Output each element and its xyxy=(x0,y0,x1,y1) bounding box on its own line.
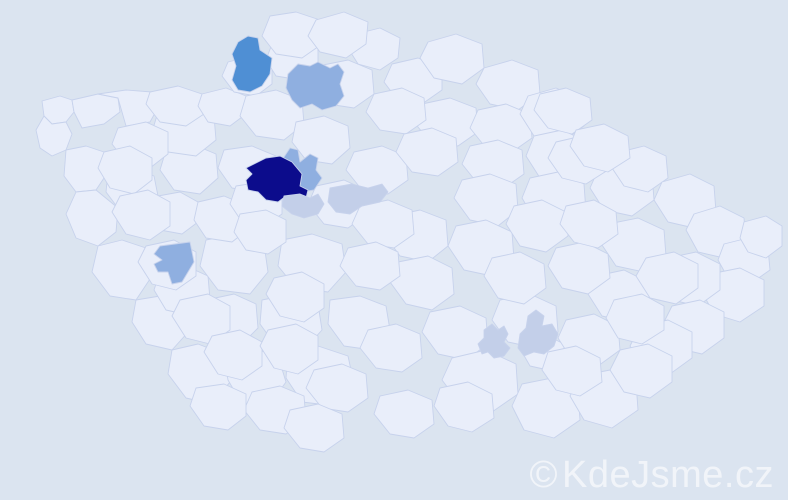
district-domazlice[interactable] xyxy=(65,189,119,247)
district-edge-ne[interactable] xyxy=(533,87,593,135)
district-filler-central2[interactable] xyxy=(395,127,459,177)
district-filler-se3[interactable] xyxy=(305,363,369,413)
district-praha-zapad-highlight[interactable] xyxy=(245,155,309,203)
district-chrudim[interactable] xyxy=(453,173,519,227)
default-districts-layer xyxy=(35,11,783,453)
district-filler-central[interactable] xyxy=(345,145,409,195)
copyright-icon: © xyxy=(529,454,559,496)
district-blansko-highlight[interactable] xyxy=(517,309,559,357)
district-edge-south2[interactable] xyxy=(433,381,495,433)
district-filler-se2[interactable] xyxy=(359,323,423,373)
district-vyskov-highlight[interactable] xyxy=(477,323,511,359)
district-mlada-boleslav-highlight[interactable] xyxy=(285,61,345,111)
district-edge-south3[interactable] xyxy=(283,403,345,453)
watermark: © KdeJsme.cz xyxy=(530,456,774,494)
district-filler-north2[interactable] xyxy=(365,87,427,135)
district-klatovy[interactable] xyxy=(91,239,153,301)
district-karvina[interactable] xyxy=(739,215,783,259)
district-hradec-kralove[interactable] xyxy=(469,103,533,153)
district-edge-moravia-n[interactable] xyxy=(569,123,631,173)
district-filler-sc2[interactable] xyxy=(265,271,325,323)
district-filler-sc[interactable] xyxy=(259,323,319,375)
district-filler-prague-ring2[interactable] xyxy=(233,209,287,255)
district-plzen-sever-highlight[interactable] xyxy=(153,241,195,285)
district-trutnov[interactable] xyxy=(419,33,485,85)
district-tachov[interactable] xyxy=(63,145,109,193)
district-filler-w[interactable] xyxy=(97,145,153,195)
district-filler-e2[interactable] xyxy=(505,199,569,253)
district-kolin-highlight[interactable] xyxy=(327,183,389,215)
district-jihlava[interactable] xyxy=(389,255,455,311)
district-edge-south[interactable] xyxy=(373,389,435,439)
district-pardubice[interactable] xyxy=(461,139,525,189)
district-ceska-lipa-highlight[interactable] xyxy=(231,35,273,93)
district-filler-s[interactable] xyxy=(189,383,247,431)
district-filler-e3[interactable] xyxy=(483,251,547,305)
district-melnik[interactable] xyxy=(291,115,351,165)
district-edge-moravia-s[interactable] xyxy=(541,345,603,397)
district-sokolov[interactable] xyxy=(71,93,121,129)
district-decin[interactable] xyxy=(261,11,323,59)
district-prerov[interactable] xyxy=(635,251,699,305)
district-uherske-hradiste[interactable] xyxy=(609,343,673,399)
district-filler-sw3[interactable] xyxy=(203,329,263,381)
district-filler-central4[interactable] xyxy=(351,199,415,249)
district-kromeriz[interactable] xyxy=(605,293,665,345)
district-nymburk-highlight[interactable] xyxy=(281,193,325,219)
district-most[interactable] xyxy=(197,87,247,127)
district-filler-se[interactable] xyxy=(339,241,401,291)
district-chomutov[interactable] xyxy=(145,85,205,127)
district-filler-e4[interactable] xyxy=(559,199,619,249)
watermark-text: KdeJsme.cz xyxy=(562,454,774,496)
highlighted-districts-layer xyxy=(153,35,559,359)
district-liberec[interactable] xyxy=(307,11,369,59)
district-filler-w2[interactable] xyxy=(111,189,171,241)
